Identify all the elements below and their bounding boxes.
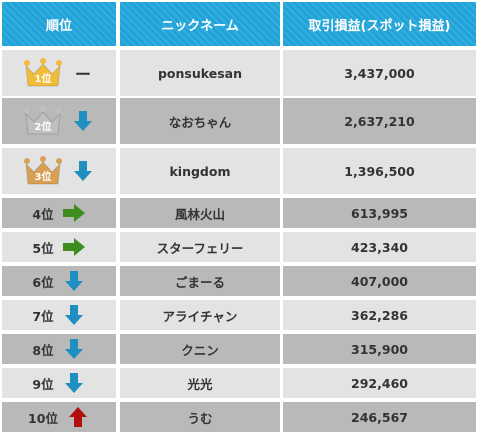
arrow-down-icon	[71, 160, 95, 182]
nickname-cell: ごまーる	[120, 266, 280, 296]
rank-cell: 2位	[2, 98, 116, 144]
rank-label: 4位	[32, 206, 54, 222]
nickname-cell: うむ	[120, 402, 280, 432]
header-rank: 順位	[2, 2, 116, 46]
arrow-down-icon	[62, 270, 86, 292]
header-profit: 取引損益(スポット損益)	[283, 2, 476, 46]
profit-cell: 613,995	[283, 198, 476, 228]
table-row: 4位 風林火山 613,995	[0, 198, 478, 228]
rank-label: 5位	[32, 240, 54, 256]
arrow-down-icon	[62, 304, 86, 326]
arrow-down-icon	[62, 372, 86, 394]
rank-cell: 8位	[2, 334, 116, 364]
rank-cell: 5位	[2, 232, 116, 262]
rank-label: 9位	[32, 376, 54, 392]
profit-cell: 362,286	[283, 300, 476, 330]
table-row: 8位 クニン 315,900	[0, 334, 478, 364]
arrow-down-icon	[71, 110, 95, 132]
table-row: 5位 スターフェリー 423,340	[0, 232, 478, 262]
bronze-crown-icon: 3位	[23, 156, 63, 186]
rank-cell: 6位	[2, 266, 116, 296]
profit-cell: 2,637,210	[283, 98, 476, 144]
table-row: 7位 アライチャン 362,286	[0, 300, 478, 330]
rank-label: 6位	[32, 274, 54, 290]
no-change-icon: ー	[74, 65, 91, 84]
rank-cell: 1位 ー	[2, 50, 116, 96]
rank-label: 8位	[32, 342, 54, 358]
nickname-cell: スターフェリー	[120, 232, 280, 262]
arrow-right-icon	[62, 236, 86, 258]
gold-crown-icon: 1位	[23, 58, 63, 88]
arrow-down-icon	[62, 338, 86, 360]
nickname-cell: 光光	[120, 368, 280, 398]
profit-cell: 246,567	[283, 402, 476, 432]
rank-label: 3位	[34, 172, 52, 183]
table-row: 6位 ごまーる 407,000	[0, 266, 478, 296]
table-row: 3位 kingdom 1,396,500	[0, 148, 478, 194]
profit-cell: 423,340	[283, 232, 476, 262]
rank-cell: 3位	[2, 148, 116, 194]
profit-cell: 315,900	[283, 334, 476, 364]
table-header: 順位 ニックネーム 取引損益(スポット損益)	[0, 2, 478, 46]
rank-cell: 10位	[2, 402, 116, 432]
silver-crown-icon: 2位	[23, 106, 63, 136]
nickname-cell: ponsukesan	[120, 50, 280, 96]
nickname-cell: アライチャン	[120, 300, 280, 330]
rank-label: 7位	[32, 308, 54, 324]
table-row: 2位 なおちゃん 2,637,210	[0, 98, 478, 144]
nickname-cell: 風林火山	[120, 198, 280, 228]
rank-cell: 7位	[2, 300, 116, 330]
arrow-right-icon	[62, 202, 86, 224]
rank-cell: 4位	[2, 198, 116, 228]
table-row: 10位 うむ 246,567	[0, 402, 478, 432]
rank-label: 2位	[34, 122, 52, 133]
nickname-cell: なおちゃん	[120, 98, 280, 144]
nickname-cell: kingdom	[120, 148, 280, 194]
table-row: 1位 ー ponsukesan 3,437,000	[0, 50, 478, 96]
header-nickname: ニックネーム	[120, 2, 280, 46]
arrow-up-icon	[66, 406, 90, 428]
rank-cell: 9位	[2, 368, 116, 398]
rank-label: 1位	[34, 74, 52, 85]
rank-label: 10位	[28, 410, 58, 426]
nickname-cell: クニン	[120, 334, 280, 364]
profit-cell: 3,437,000	[283, 50, 476, 96]
profit-cell: 407,000	[283, 266, 476, 296]
profit-cell: 292,460	[283, 368, 476, 398]
table-row: 9位 光光 292,460	[0, 368, 478, 398]
profit-cell: 1,396,500	[283, 148, 476, 194]
